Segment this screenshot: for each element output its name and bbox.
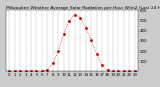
Text: Milwaukee Weather Average Solar Radiation per Hour W/m2 (Last 24 Hours): Milwaukee Weather Average Solar Radiatio…	[6, 6, 160, 10]
